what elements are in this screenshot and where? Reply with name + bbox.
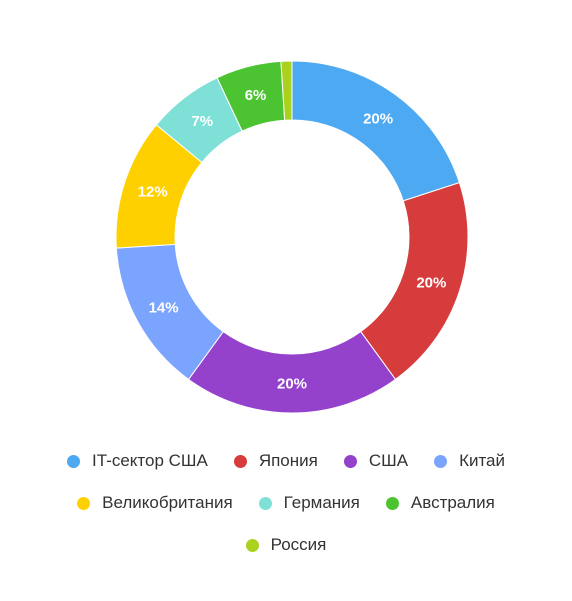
legend-swatch (66, 454, 80, 468)
legend-row-2: Великобритания Германия Австралия (0, 482, 572, 524)
legend-label: Япония (258, 451, 318, 470)
slice-label-0: 20% (363, 110, 393, 127)
legend-item-uk[interactable]: Великобритания (77, 493, 233, 513)
legend-row-1: IT-сектор США Япония США Китай (0, 440, 572, 482)
legend-row-3: Россия (0, 524, 572, 566)
slice-label-3: 14% (149, 300, 179, 317)
slice-7[interactable] (280, 60, 293, 121)
slices-group (115, 60, 469, 414)
legend-item-australia[interactable]: Австралия (385, 493, 495, 513)
legend-swatch (245, 538, 259, 552)
slice-label-2: 20% (277, 376, 307, 393)
legend-swatch (343, 454, 357, 468)
slice-label-6: 6% (245, 87, 267, 104)
legend-item-russia[interactable]: Россия (245, 535, 327, 555)
labels-group: 20% 20% 20% 14% 12% 7% 6% (138, 87, 447, 392)
legend-item-it-sector-usa[interactable]: IT-сектор США (66, 451, 208, 471)
slice-label-4: 12% (138, 184, 168, 201)
legend-label: Великобритания (102, 493, 233, 512)
legend-label: Китай (459, 451, 506, 470)
legend-label: Германия (283, 493, 360, 512)
legend-swatch (77, 496, 91, 510)
slice-1[interactable] (360, 181, 469, 381)
slice-label-1: 20% (416, 274, 446, 291)
legend-swatch (233, 454, 247, 468)
legend-item-usa[interactable]: США (343, 451, 409, 471)
legend-item-china[interactable]: Китай (434, 451, 505, 471)
donut-chart: 20% 20% 20% 14% 12% 7% 6% (115, 60, 469, 414)
legend-label: США (368, 451, 409, 470)
legend-item-germany[interactable]: Германия (258, 493, 360, 513)
legend-label: Австралия (410, 493, 495, 512)
legend-swatch (258, 496, 272, 510)
slice-0[interactable] (291, 60, 461, 202)
slice-label-5: 7% (191, 113, 213, 130)
legend: IT-сектор США Япония США Китай Великобри… (0, 440, 572, 566)
legend-item-japan[interactable]: Япония (233, 451, 318, 471)
legend-swatch (434, 454, 448, 468)
slice-2[interactable] (187, 330, 397, 414)
legend-label: IT-сектор США (91, 451, 208, 470)
legend-swatch (385, 496, 399, 510)
legend-label: Россия (270, 535, 327, 554)
